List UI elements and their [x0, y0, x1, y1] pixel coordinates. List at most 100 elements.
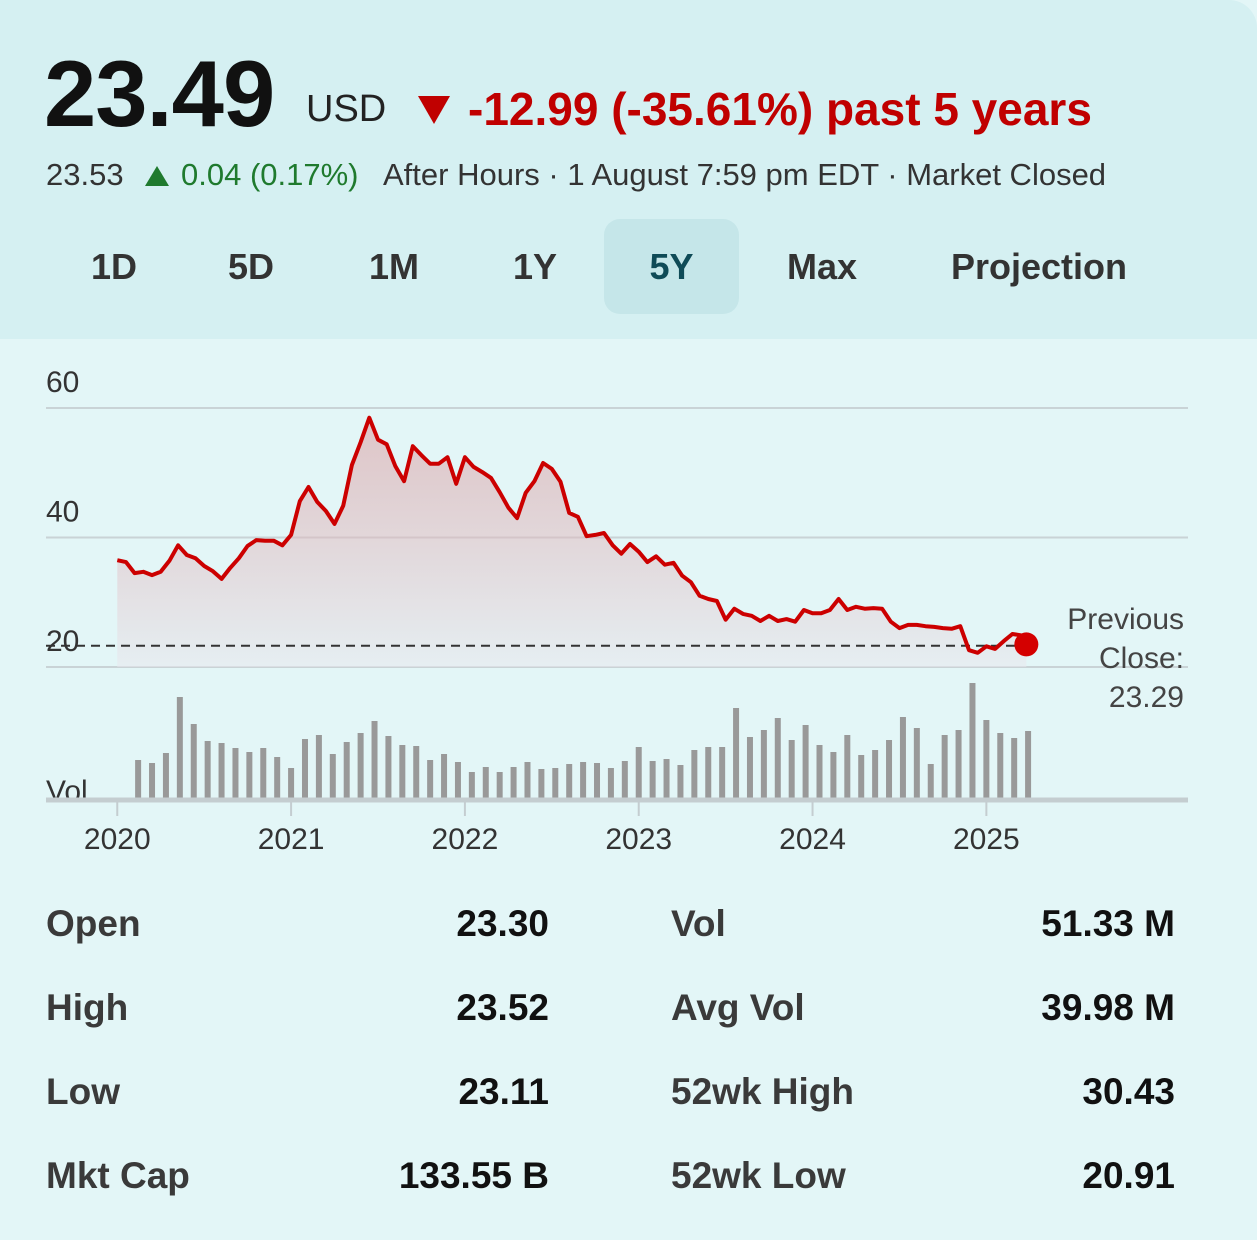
range-tab[interactable]: Max — [786, 246, 858, 287]
volume-label: Vol — [46, 775, 88, 808]
x-tick-label: 2024 — [779, 823, 846, 856]
volume-bar — [969, 683, 976, 800]
stat-value: 39.98 M — [1041, 987, 1175, 1028]
volume-bar — [176, 697, 183, 800]
volume-bar — [621, 761, 628, 800]
stat-label: Mkt Cap — [46, 1155, 190, 1196]
price-line — [116, 415, 1029, 655]
volume-bar — [635, 747, 642, 800]
volume-bar — [552, 768, 559, 800]
y-tick-label: 20 — [46, 625, 79, 658]
volume-bar — [705, 747, 712, 800]
stat-label: 52wk High — [671, 1071, 854, 1112]
x-tick-label: 2022 — [432, 823, 499, 856]
volume-bar — [385, 736, 392, 800]
volume-bar — [260, 748, 267, 800]
volume-bar — [858, 755, 865, 800]
x-tick-label: 2021 — [258, 823, 325, 856]
stat-label: High — [46, 987, 129, 1028]
stat-value: 20.91 — [1082, 1155, 1175, 1196]
volume-bar — [719, 747, 726, 800]
y-tick-label: 60 — [46, 366, 79, 399]
volume-bar — [427, 760, 434, 800]
volume-bar — [788, 740, 795, 800]
up-arrow — [145, 166, 169, 186]
volume-bar — [746, 737, 753, 800]
volume-bar — [774, 718, 781, 800]
stat-value: 51.33 M — [1041, 903, 1175, 944]
stat-label: 52wk Low — [671, 1155, 846, 1196]
chart: 20 40 60 Vol 2020 2021 2022 2023 2024 2025 — [46, 366, 1188, 856]
volume-bar — [816, 745, 823, 800]
volume-bar — [454, 762, 461, 800]
volume-bar — [413, 746, 420, 800]
x-tick-label: 2023 — [605, 823, 672, 856]
after-hours-price: 23.53 — [46, 157, 124, 192]
volume-bar — [524, 762, 531, 800]
range-tab[interactable]: 1D — [90, 246, 138, 287]
y-tick-label: 40 — [46, 496, 79, 529]
volume-bar — [232, 748, 239, 800]
volume-bar — [802, 725, 809, 800]
volume-bar — [566, 764, 573, 800]
volume-bar — [301, 739, 308, 800]
volume-bar — [288, 768, 295, 800]
volume-bar — [149, 763, 156, 800]
volume-bar — [135, 760, 142, 800]
volume-bar — [913, 728, 920, 800]
volume-bar — [580, 762, 587, 800]
x-tick-label: 2025 — [953, 823, 1020, 856]
volume-bar — [510, 767, 517, 800]
volume-bar — [1011, 738, 1018, 800]
previous-close-label: Previous Close: — [1067, 603, 1184, 675]
volume-bar — [496, 772, 503, 800]
volume-bar — [663, 759, 670, 800]
volume-bar — [468, 772, 475, 800]
stat-label: Low — [46, 1071, 120, 1112]
down-arrow — [418, 96, 450, 124]
price-area — [117, 417, 1027, 667]
volume-bar — [441, 754, 448, 800]
x-tick-label: 2020 — [84, 823, 151, 856]
stat-label: Avg Vol — [671, 987, 805, 1028]
volume-bar — [830, 752, 837, 800]
stat-value: 23.52 — [456, 987, 549, 1028]
last-price-dot — [1014, 632, 1039, 657]
volume-bar — [343, 742, 350, 800]
volume-bar — [162, 753, 169, 800]
volume-bar — [760, 730, 767, 800]
stat-value: 30.43 — [1082, 1071, 1175, 1112]
volume-bar — [886, 740, 893, 800]
volume-bar — [482, 767, 489, 800]
market-status: After Hours · 1 August 7:59 pm EDT · Mar… — [383, 157, 1107, 192]
volume-bar — [927, 764, 934, 800]
range-tab[interactable]: 1Y — [512, 246, 558, 287]
stat-label: Vol — [671, 903, 726, 944]
stat-value: 133.55 B — [398, 1155, 549, 1196]
volume-bar — [997, 733, 1004, 800]
range-tab[interactable]: 1M — [368, 246, 419, 287]
volume-bar — [329, 754, 336, 800]
volume-bar — [315, 735, 322, 800]
volume-bar — [941, 735, 948, 800]
volume-bar — [649, 761, 656, 800]
price: 23.49 — [44, 41, 275, 146]
volume-bar — [594, 763, 601, 800]
previous-close: Previous Close: 23.29 — [1020, 600, 1184, 717]
range-tab[interactable]: Projection — [950, 246, 1128, 287]
volume-bar — [844, 735, 851, 800]
volume-bar — [607, 768, 614, 800]
currency: USD — [306, 88, 387, 130]
price-change: -12.99 (-35.61%) past 5 years — [468, 83, 1092, 135]
volume-bar — [691, 750, 698, 800]
volume-bar — [371, 721, 378, 800]
range-tab[interactable]: 5D — [227, 246, 275, 287]
stat-value: 23.30 — [456, 903, 549, 944]
volume-bar — [399, 745, 406, 800]
volume-bar — [274, 757, 281, 800]
range-tab[interactable]: 5Y — [604, 219, 739, 314]
volume-bar — [357, 733, 364, 800]
volume-bar — [677, 765, 684, 800]
volume-bar — [733, 708, 740, 800]
